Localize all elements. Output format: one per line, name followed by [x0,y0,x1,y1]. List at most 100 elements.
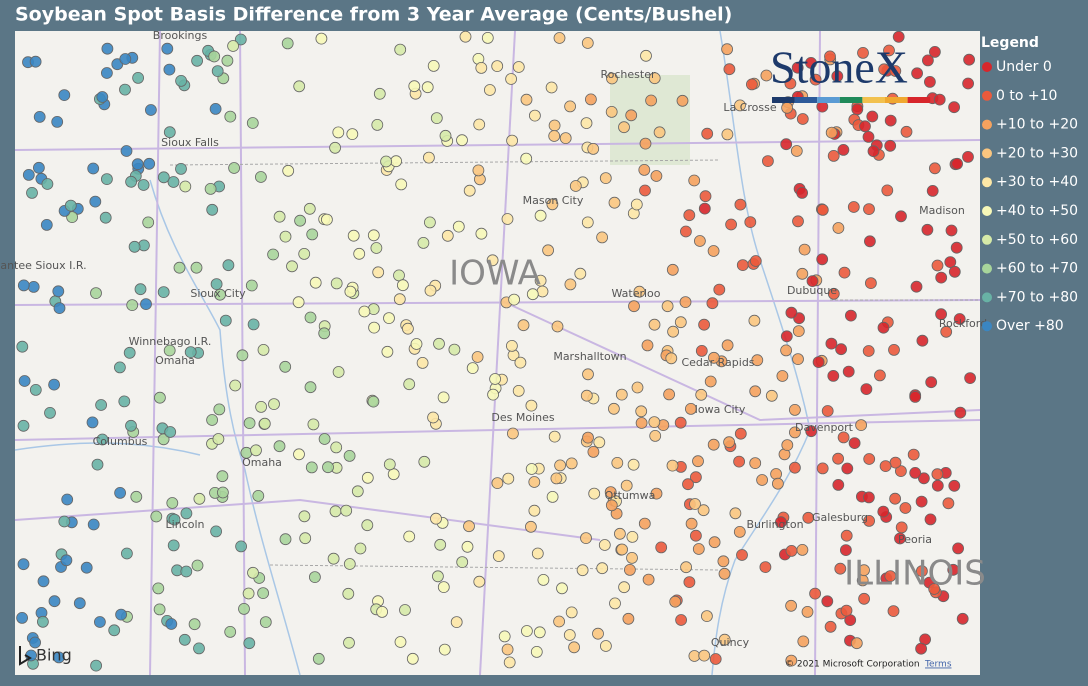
location-dot [343,558,356,570]
location-dot [809,587,821,600]
location-dot [921,223,934,236]
logo-stripe [862,97,885,103]
location-dot [367,395,380,408]
location-dot [475,62,488,74]
location-dot [554,459,566,472]
location-dot [17,419,30,432]
legend-title: Legend [981,35,1039,51]
location-dot [952,542,964,555]
location-dot [399,604,411,616]
location-dot [340,504,353,517]
location-dot [376,606,389,618]
location-dot [842,365,855,378]
location-dot [565,606,578,619]
location-dot [492,550,505,562]
location-dot [945,224,958,237]
location-dot [832,478,845,491]
location-dot [598,539,611,551]
location-dot [690,529,702,542]
location-dot [798,243,811,256]
location-dot [487,388,500,401]
location-dot [563,629,576,641]
location-dot [749,385,762,398]
location-dot [505,339,518,352]
place-label: Peoria [898,533,932,546]
location-dot [749,457,762,470]
location-dot [950,241,963,254]
location-dot [709,653,722,665]
location-dot [648,416,661,429]
location-dot [618,121,630,134]
location-dot [888,343,900,356]
location-dot [641,339,654,352]
location-dot [688,174,701,187]
location-dot [781,439,794,452]
location-dot [649,429,662,442]
location-dot [506,134,518,147]
location-dot [505,73,518,85]
terms-link[interactable]: Terms [924,660,952,670]
location-dot [167,176,180,188]
location-dot [796,544,809,556]
location-dot [580,532,592,544]
location-dot [676,94,689,107]
location-dot [622,612,635,625]
location-dot [760,69,773,82]
location-dot [796,113,809,125]
location-dot [165,618,178,630]
location-dot [430,512,442,525]
location-dot [900,125,913,138]
location-dot [168,513,181,526]
location-dot [626,531,639,543]
location-dot [528,504,541,517]
location-dot [142,216,155,229]
location-dot [153,603,166,616]
location-dot [565,457,578,470]
location-dot [193,492,206,505]
place-label: Santee Sioux I.R. [0,259,87,272]
location-dot [303,202,316,215]
location-dot [330,277,343,290]
location-dot [308,571,321,583]
location-dot [889,492,901,505]
location-dot [381,345,394,358]
location-dot [254,171,267,183]
location-dot [889,456,902,469]
location-dot [551,320,564,333]
location-dot [95,399,107,411]
location-dot [315,32,328,45]
location-dot [64,199,77,212]
legend-label: +10 to +20 [996,117,1078,133]
place-label: Waterloo [611,287,660,300]
location-dot [318,327,331,340]
location-dot [850,637,863,650]
location-dot [450,616,463,628]
location-dot [615,388,628,401]
location-dot [114,361,126,374]
location-dot [250,444,262,457]
location-dot [273,210,286,223]
location-dot [859,120,871,133]
location-dot [956,612,969,625]
location-dot [639,184,651,197]
location-dot [101,42,114,55]
location-dot [701,610,713,622]
location-dot [635,417,648,429]
location-dot [157,171,170,184]
location-dot [542,244,554,257]
location-dot [944,256,957,269]
location-dot [37,575,50,588]
location-dot [257,587,270,599]
location-dot [48,378,60,391]
location-dot [191,54,204,67]
location-dot [718,567,731,580]
location-dot [837,431,850,444]
location-dot [638,517,651,530]
legend-swatch [982,177,992,188]
location-dot [210,525,223,538]
location-dot [514,356,527,369]
legend-swatch [982,119,992,130]
location-dot [416,356,429,369]
location-dot [418,455,431,468]
location-dot [559,132,572,145]
